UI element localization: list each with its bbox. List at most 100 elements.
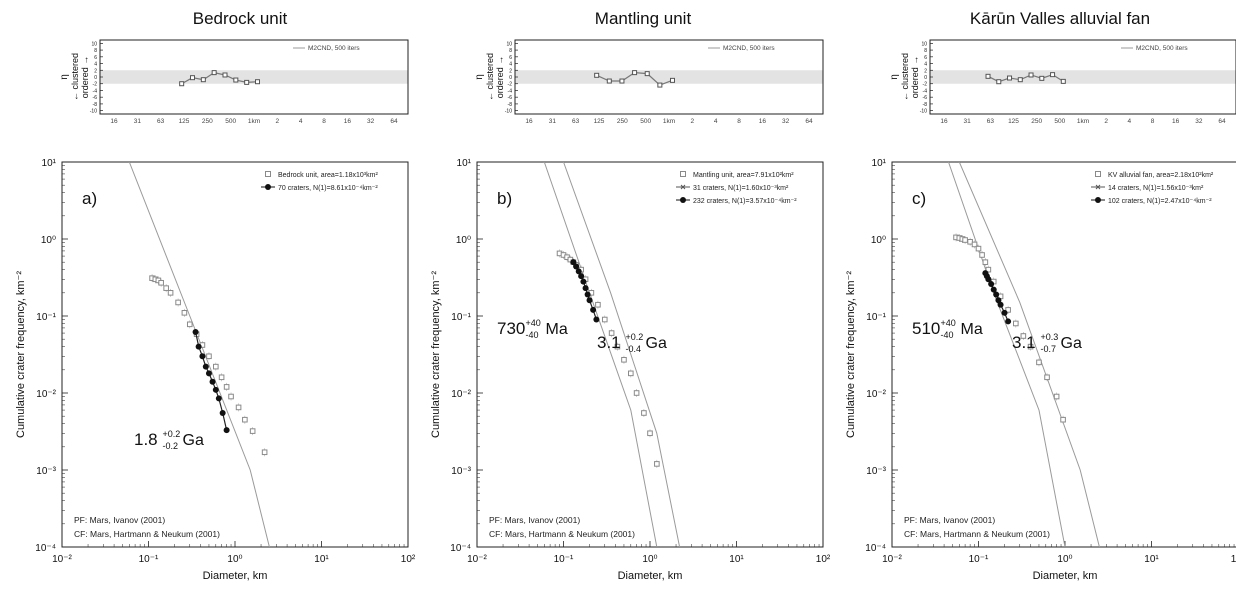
data-point-open	[614, 343, 621, 350]
y-tick-label: 10⁻²	[866, 389, 886, 400]
rand-y-tick-label: -6	[923, 95, 928, 101]
randomness-point	[619, 78, 625, 84]
pf-label: PF: Mars, Ivanov (2001)	[489, 515, 580, 525]
rand-x-tick-label: 125	[179, 118, 190, 125]
panel-letter: a)	[82, 189, 97, 208]
data-point-open	[641, 410, 647, 416]
randomness-point	[1017, 77, 1023, 83]
rand-x-tick-label: 4	[714, 118, 718, 125]
rand-y-tick-label: 0	[94, 75, 97, 81]
randomness-point	[670, 77, 675, 83]
rand-x-tick-label: 16	[940, 118, 948, 125]
legend-marker-filled	[1095, 197, 1101, 203]
y-axis-label-group: Cumulative crater frequency, km⁻²	[15, 271, 27, 438]
legend: Bedrock unit, area=1.18x10³km² 70 craters…	[261, 171, 378, 192]
data-point-open	[1036, 359, 1042, 366]
plot-frame	[476, 161, 824, 548]
csfd-plot: 10¹10⁰10⁻¹10⁻²10⁻³10⁻⁴10⁻²10⁻¹10⁰10¹10²D…	[845, 158, 1236, 582]
legend: KV alluvial fan, area=2.18x10²km² 14 crat…	[1091, 171, 1214, 205]
rand-x-tick-label: 2	[1104, 118, 1108, 125]
randomness-point	[644, 71, 650, 77]
data-point-open	[186, 321, 193, 328]
data-point-filled	[988, 281, 995, 288]
data-point-open	[1060, 416, 1066, 423]
rand-x-tick-label: 2	[691, 118, 695, 125]
randomness-point	[1028, 72, 1034, 78]
y-tick-label: 10⁻²	[36, 389, 56, 400]
panel-title: Mantling unit	[595, 9, 692, 28]
data-point-open	[982, 259, 989, 265]
rand-y-tick-label: 0	[924, 75, 927, 81]
data-point-filled	[199, 353, 206, 360]
rand-ylabel-symbol: η	[889, 74, 900, 80]
data-point-open	[261, 449, 268, 456]
data-point-filled	[219, 409, 226, 416]
rand-x-tick-label: 16	[110, 118, 118, 125]
rand-ylabel-line1: ← clustered	[485, 53, 495, 101]
rand-legend-label: M2CND, 500 iters	[723, 45, 775, 52]
y-tick-label: 10⁻⁴	[35, 543, 56, 554]
y-tick-label: 10¹	[42, 158, 57, 169]
y-axis-label-group: Cumulative crater frequency, km⁻²	[845, 271, 857, 438]
x-tick-label: 10¹	[729, 554, 744, 565]
data-point-filled	[215, 395, 222, 402]
legend-marker-filled	[265, 184, 271, 190]
rand-ylabel-line2: ordered →	[80, 56, 90, 99]
data-point-filled	[223, 427, 230, 434]
data-point-filled	[582, 285, 589, 292]
legend-label: Bedrock unit, area=1.18x10³km²	[278, 172, 378, 179]
randomness-point	[1050, 72, 1056, 78]
data-point-open	[175, 299, 181, 306]
randomness-point	[233, 77, 239, 83]
rand-y-tick-label: 8	[509, 48, 512, 54]
data-point-filled	[590, 306, 597, 313]
data-point-open	[1020, 333, 1027, 339]
data-point-open	[595, 301, 601, 308]
data-point-filled	[586, 297, 593, 304]
data-point-open	[249, 428, 256, 434]
randomness-point	[255, 79, 260, 85]
x-tick-label: 10⁰	[227, 554, 242, 565]
legend-label: 70 craters, N(1)=8.61x10⁻⁴km⁻²	[278, 185, 378, 192]
rand-y-tick-label: 8	[924, 48, 927, 54]
rand-ylabel-symbol: η	[59, 74, 70, 80]
rand-y-tick-label: -2	[508, 82, 513, 88]
rand-x-tick-label: 8	[737, 118, 741, 125]
rand-y-tick-label: 4	[94, 62, 97, 68]
randomness-point	[657, 82, 663, 88]
rand-legend-label: M2CND, 500 iters	[308, 45, 360, 52]
data-point-open	[235, 404, 242, 411]
rand-ylabel: η ← clustered ordered →	[889, 53, 920, 101]
data-point-open	[158, 279, 164, 286]
age-plus: +0.3	[1041, 332, 1059, 342]
data-point-open	[979, 252, 985, 258]
rand-y-tick-label: 6	[94, 55, 97, 61]
x-axis-label: Diameter, km	[203, 570, 268, 582]
model-curve-cf	[958, 162, 1100, 547]
randomness-point	[211, 70, 217, 76]
age-label: 510 +40 -40 Ma	[912, 318, 983, 340]
data-point-open	[218, 374, 225, 381]
age-plus: +40	[526, 318, 541, 328]
data-point-open	[1013, 320, 1019, 327]
x-tick-label: 10⁰	[1057, 554, 1072, 565]
data-point-filled	[573, 263, 580, 270]
x-tick-label: 10¹	[314, 554, 329, 565]
data-point-open	[223, 384, 230, 390]
rand-x-tick-label: 63	[987, 118, 995, 125]
y-axis-label-group: Cumulative crater frequency, km⁻²	[430, 271, 442, 438]
model-curve-cf	[563, 162, 681, 547]
rand-y-tick-label: 6	[509, 55, 512, 61]
age-value: 3.1	[1012, 333, 1036, 352]
data-point-open	[608, 330, 615, 336]
randomness-point	[996, 79, 1002, 85]
rand-y-tick-label: -8	[93, 102, 98, 108]
legend-marker-open	[265, 171, 271, 177]
rand-x-tick-label: 16	[344, 118, 352, 125]
rand-x-tick-label: 8	[1151, 118, 1155, 125]
data-point-filled	[575, 268, 582, 275]
